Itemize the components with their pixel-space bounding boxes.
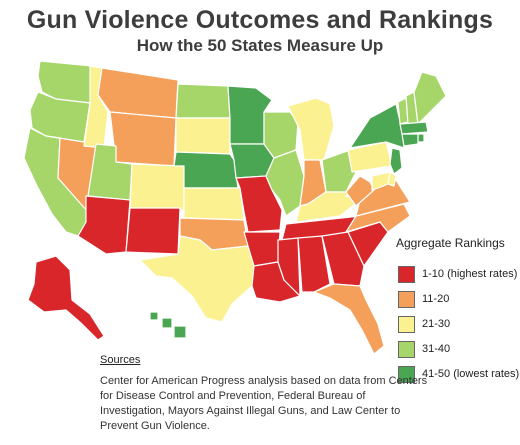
state-ct: [401, 133, 419, 147]
legend-item: 21-30: [398, 314, 519, 334]
state-ms: [277, 237, 301, 297]
state-al: [297, 235, 331, 293]
state-mt: [97, 67, 179, 119]
state-nj: [389, 147, 403, 175]
legend-swatch: [398, 265, 415, 283]
state-ny: [349, 103, 405, 149]
legend-swatch: [398, 290, 415, 308]
sources-text: Center for American Progress analysis ba…: [100, 375, 428, 432]
legend-label: 1-10 (highest rates): [422, 268, 518, 280]
legend-label: 21-30: [422, 318, 451, 330]
map-subtitle: How the 50 States Measure Up: [136, 36, 384, 55]
legend-title: Aggregate Rankings: [396, 236, 505, 250]
legend-swatch: [398, 365, 415, 383]
state-ri: [417, 133, 425, 143]
legend: 1-10 (highest rates) 11-20 21-30 31-40 4…: [398, 264, 519, 389]
legend-label: 11-20: [422, 293, 450, 305]
sources-heading: Sources: [100, 354, 141, 366]
state-fl: [313, 283, 385, 355]
legend-swatch: [398, 315, 415, 333]
state-ks: [183, 187, 245, 221]
legend-item: 1-10 (highest rates): [398, 264, 519, 284]
state-wy: [109, 111, 177, 167]
state-az: [77, 195, 131, 255]
state-me: [413, 71, 447, 125]
legend-swatch: [398, 340, 415, 358]
state-ga: [321, 231, 365, 287]
state-ma: [399, 121, 429, 135]
legend-item: 41-50 (lowest rates): [398, 364, 519, 384]
state-ak: [27, 255, 105, 341]
legend-item: 11-20: [398, 289, 519, 309]
state-md: [371, 171, 391, 191]
map-title: Gun Violence Outcomes and Rankings: [26, 6, 494, 34]
state-ne: [173, 151, 239, 189]
state-mi: [287, 97, 335, 161]
state-il: [265, 149, 305, 217]
state-oh: [321, 149, 357, 193]
legend-label: 41-50 (lowest rates): [422, 368, 520, 380]
state-hi: [149, 311, 187, 339]
state-sd: [175, 117, 231, 155]
legend-item: 31-40: [398, 339, 519, 359]
legend-label: 31-40: [422, 343, 451, 355]
state-nd: [175, 83, 231, 119]
state-nm: [125, 207, 181, 255]
state-tx: [139, 235, 257, 323]
state-co: [129, 163, 185, 211]
